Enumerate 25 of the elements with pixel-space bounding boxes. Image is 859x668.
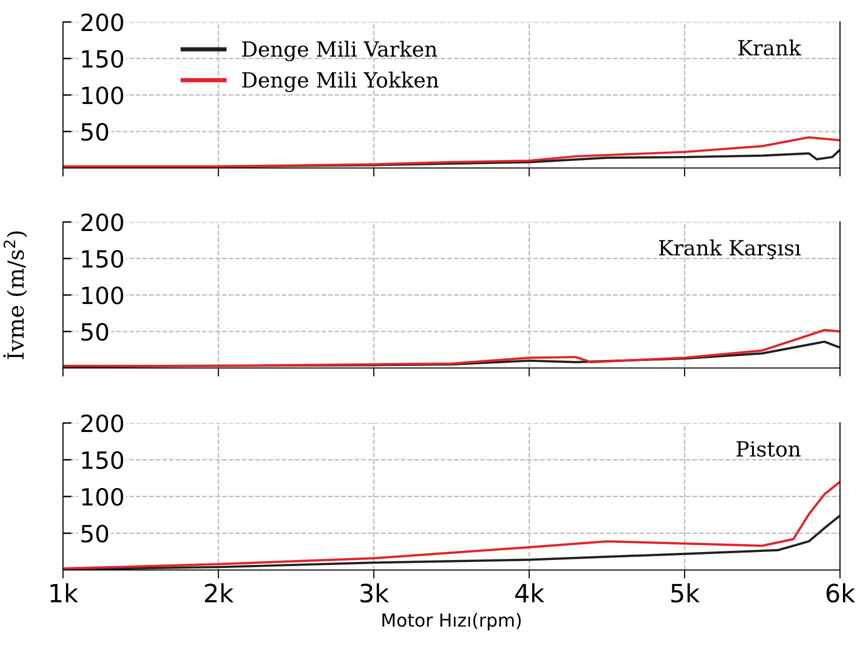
y-axis-title: İvme (m/s$^{2}$) (3, 231, 28, 360)
x-tick-label: 5k (671, 583, 700, 603)
annotation: Krank Karşısı (659, 240, 801, 260)
x-tick-label: 3k (360, 583, 389, 603)
x-axis-title: Motor Hızı(rpm) (382, 612, 521, 630)
y-tick-label: 50 (81, 322, 108, 341)
annotation: Piston (736, 441, 801, 457)
y-tick-label: 150 (82, 250, 124, 268)
y-tick-label: 100 (82, 86, 124, 104)
x-tick-label: 6k (826, 583, 856, 603)
y-tick-label: 50 (81, 524, 108, 543)
x-tick-label: 4k (515, 583, 544, 602)
y-tick-label: 100 (82, 286, 124, 304)
y-tick-label: 150 (82, 50, 124, 68)
x-tick-label: 1k (50, 583, 78, 602)
y-tick-label: 200 (81, 414, 124, 432)
y-tick-label: 200 (81, 13, 124, 32)
legend-label: Denge Mili Varken (242, 40, 438, 62)
y-tick-label: 50 (81, 122, 108, 141)
y-tick-label: 150 (82, 451, 124, 470)
legend-label: Denge Mili Yokken (242, 72, 439, 92)
y-tick-label: 200 (81, 213, 124, 232)
annotation: Krank (738, 40, 802, 56)
x-tick-label: 2k (205, 583, 234, 602)
y-tick-label: 100 (82, 488, 124, 506)
